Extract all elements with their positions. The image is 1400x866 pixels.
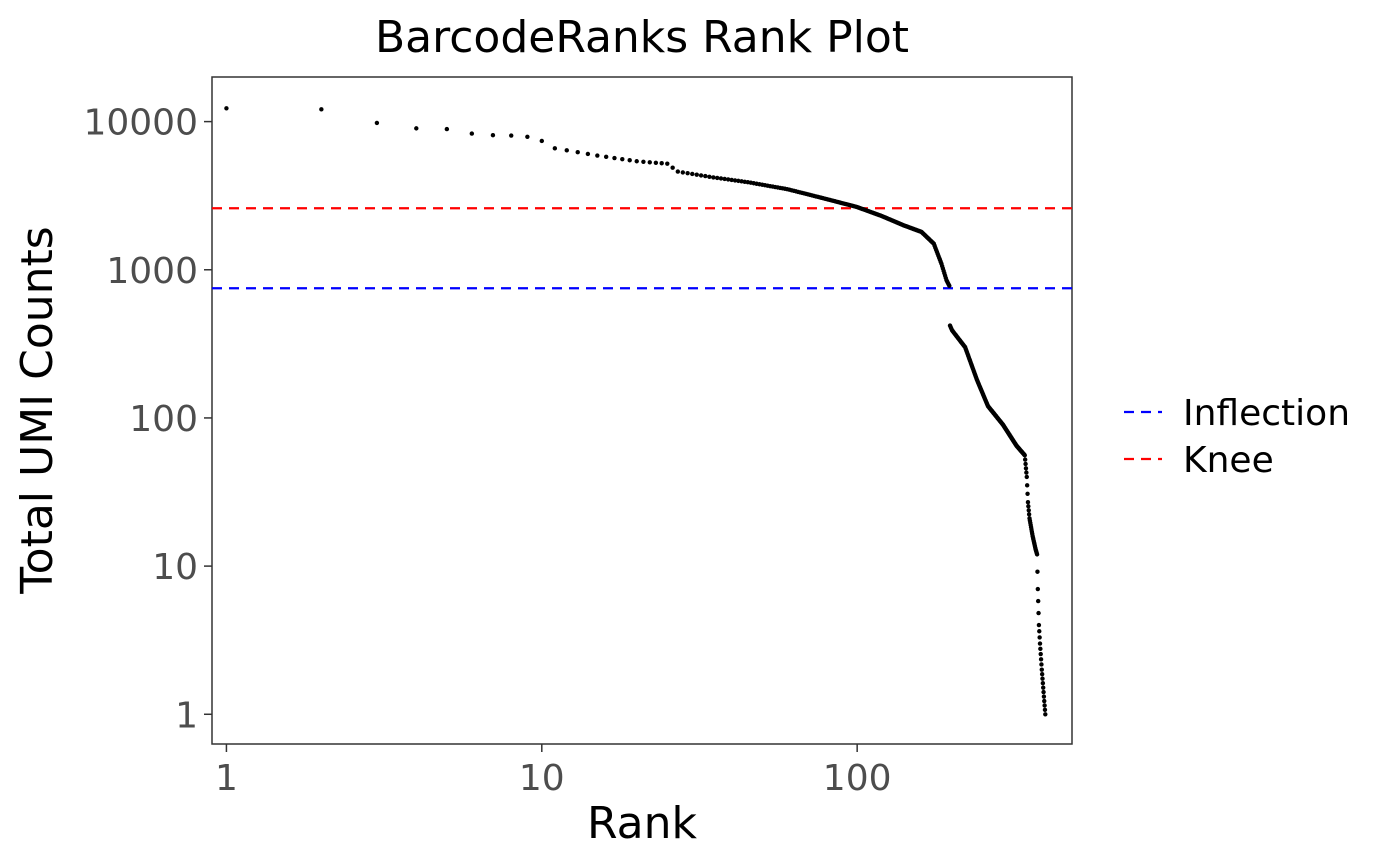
data-point <box>690 171 695 177</box>
data-point <box>1039 667 1044 672</box>
data-point <box>1022 457 1028 462</box>
data-point <box>1035 586 1041 592</box>
data-point <box>509 133 514 138</box>
data-point <box>647 160 652 165</box>
data-point <box>715 175 720 181</box>
x-axis-ticks: 1 10 100 <box>215 744 892 799</box>
data-point <box>1036 610 1041 616</box>
data-point <box>703 173 708 179</box>
inflection-legend-label: Inflection <box>1183 393 1350 434</box>
data-point <box>585 151 591 157</box>
data-point <box>711 175 716 180</box>
data-point <box>1042 703 1047 708</box>
data-point <box>595 153 600 158</box>
y-tick-label: 10 <box>152 547 198 588</box>
y-axis-title: Total UMI Counts <box>12 226 63 594</box>
x-axis-title: Rank <box>587 798 697 849</box>
data-point <box>1036 622 1042 628</box>
chart-title: BarcodeRanks Rank Plot <box>375 12 909 63</box>
data-point <box>564 148 569 153</box>
data-point <box>414 126 419 131</box>
data-point <box>1042 698 1047 704</box>
data-point <box>707 174 712 179</box>
data-point <box>1040 680 1046 686</box>
data-point <box>1041 694 1047 699</box>
data-point <box>680 170 686 175</box>
y-tick-label: 10000 <box>83 103 198 144</box>
data-point <box>627 158 632 163</box>
legend: Inflection Knee <box>1124 393 1350 481</box>
data-point <box>1023 461 1028 467</box>
data-point <box>670 165 675 170</box>
data-point <box>1024 470 1029 475</box>
data-point <box>1037 629 1042 634</box>
data-point <box>653 160 659 165</box>
data-point <box>1039 662 1044 667</box>
data-point <box>1025 491 1030 496</box>
data-point <box>1038 646 1043 652</box>
knee-legend-label: Knee <box>1183 440 1274 481</box>
data-point <box>469 131 475 136</box>
data-point <box>698 173 704 178</box>
data-point <box>224 106 229 111</box>
y-axis-ticks: 1 10 100 1000 10000 <box>83 103 212 736</box>
data-point <box>1038 657 1044 662</box>
data-point <box>1034 552 1040 557</box>
data-point <box>1024 483 1030 488</box>
data-point <box>732 178 738 183</box>
data-point <box>722 176 727 182</box>
data-point <box>1024 474 1029 480</box>
data-point <box>641 159 646 164</box>
data-point <box>575 150 580 155</box>
data-point <box>539 138 544 144</box>
data-point <box>1039 671 1045 677</box>
data-point <box>612 155 617 161</box>
data-point <box>1040 676 1045 681</box>
data-point <box>1041 689 1046 695</box>
data-point <box>694 172 699 177</box>
data-point <box>1035 598 1041 604</box>
data-point <box>444 126 450 132</box>
data-point <box>1025 499 1031 505</box>
data-point <box>1037 641 1043 646</box>
data-point <box>1026 508 1031 513</box>
data-points <box>224 106 1048 717</box>
data-point <box>374 120 380 126</box>
data-point <box>603 154 609 160</box>
data-point <box>729 177 734 183</box>
data-point <box>685 170 690 176</box>
x-tick-label: 1 <box>215 758 238 799</box>
y-tick-label: 1000 <box>106 251 198 292</box>
data-point <box>1038 651 1043 657</box>
data-point <box>1037 635 1042 640</box>
y-tick-label: 1 <box>175 695 198 736</box>
data-point <box>665 161 670 166</box>
data-point <box>525 134 530 139</box>
data-point <box>1043 712 1048 717</box>
data-point <box>490 132 496 138</box>
data-point <box>1041 685 1046 690</box>
data-point <box>659 161 664 166</box>
data-point <box>319 107 324 112</box>
data-point <box>947 283 952 288</box>
reference-lines <box>212 207 1072 290</box>
x-tick-label: 10 <box>519 758 565 799</box>
data-point <box>1042 707 1048 713</box>
data-point <box>1035 569 1040 574</box>
data-point <box>1022 453 1027 458</box>
plot-panel <box>211 76 1073 745</box>
data-point <box>726 177 731 182</box>
data-point <box>736 178 741 184</box>
data-point <box>675 169 681 174</box>
data-point <box>552 146 558 151</box>
data-point <box>718 176 724 181</box>
data-point <box>1026 504 1031 509</box>
data-point <box>634 159 639 164</box>
data-point <box>1023 466 1029 471</box>
data-point <box>1026 512 1032 517</box>
x-tick-label: 100 <box>823 758 892 799</box>
y-tick-label: 100 <box>129 399 198 440</box>
data-point <box>620 156 625 162</box>
